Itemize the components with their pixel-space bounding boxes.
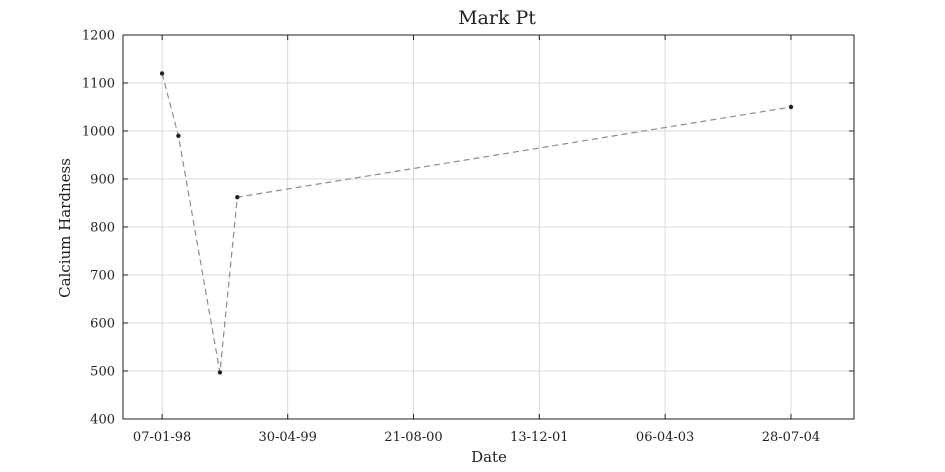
y-tick-label: 800 bbox=[90, 221, 115, 236]
chart-title: Mark Pt bbox=[458, 7, 536, 29]
grid bbox=[123, 34, 854, 420]
series-line bbox=[161, 73, 792, 373]
y-tick-label: 1200 bbox=[82, 29, 115, 44]
y-axis-label: Calcium Hardness bbox=[56, 158, 74, 298]
y-tick-label: 400 bbox=[90, 413, 115, 428]
y-tick-label: 600 bbox=[90, 317, 115, 332]
axis-ticks: 400 500 600 700 800 900 1000 1100 1200 07-01-98 30… bbox=[82, 29, 854, 445]
x-tick-label: 06-04-03 bbox=[636, 430, 694, 445]
data-point bbox=[788, 104, 794, 110]
x-axis-label: Date bbox=[471, 448, 507, 466]
x-tick-label: 07-01-98 bbox=[133, 430, 191, 445]
x-tick-label: 21-08-00 bbox=[384, 430, 442, 445]
data-point bbox=[217, 370, 223, 375]
x-tick-label: 13-12-01 bbox=[510, 430, 568, 445]
y-tick-label: 900 bbox=[90, 173, 115, 188]
data-point bbox=[176, 133, 181, 138]
x-tick-label: 28-07-04 bbox=[762, 430, 820, 445]
series-layer bbox=[159, 71, 794, 375]
data-point bbox=[159, 71, 165, 76]
y-tick-label: 700 bbox=[90, 269, 115, 284]
y-tick-label: 500 bbox=[90, 365, 115, 380]
y-tick-label: 1000 bbox=[82, 125, 115, 140]
y-tick-label: 1100 bbox=[82, 77, 115, 92]
data-point bbox=[235, 195, 240, 200]
x-tick-label: 30-04-99 bbox=[258, 430, 316, 445]
